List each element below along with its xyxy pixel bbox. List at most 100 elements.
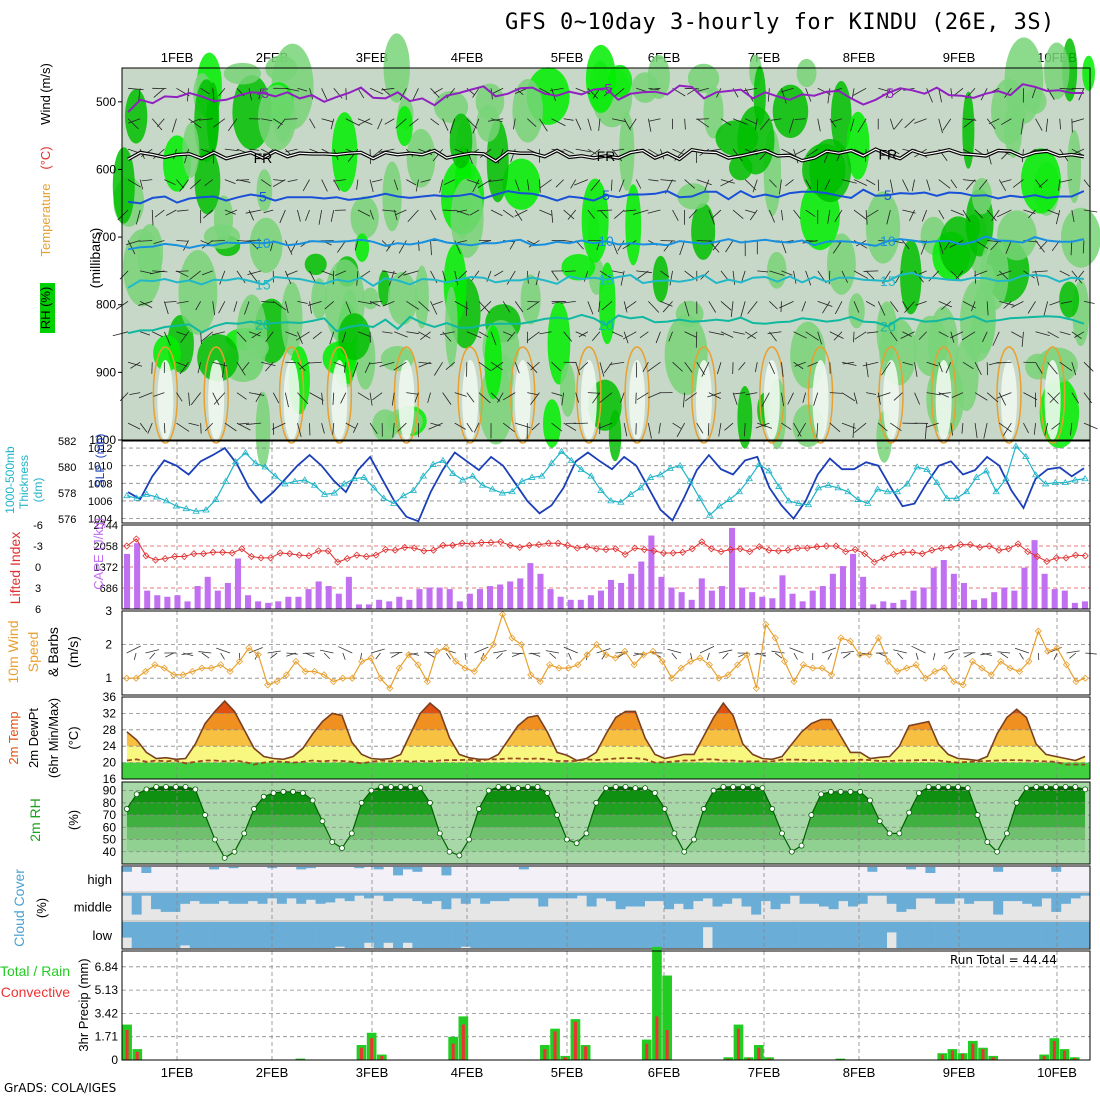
thickness-marker xyxy=(933,478,941,486)
rh-marker xyxy=(603,785,609,792)
wind-barb xyxy=(684,118,686,130)
lifted-index-marker xyxy=(372,551,380,559)
wind-barb xyxy=(1085,652,1097,655)
wind-barb xyxy=(471,270,480,281)
rh-marker xyxy=(358,799,365,806)
wind-barb xyxy=(890,148,900,155)
wind-barb xyxy=(998,270,1009,280)
wind-barb xyxy=(514,209,528,217)
wind-speed-marker xyxy=(856,651,864,659)
wind-speed-marker xyxy=(132,674,140,682)
slp-label: SLP xyxy=(93,465,107,488)
wind-barb xyxy=(414,392,419,403)
wind-barb xyxy=(560,300,576,304)
wind-barb xyxy=(338,646,353,654)
wind-barb xyxy=(177,209,189,212)
wind-tick-label: 3 xyxy=(105,604,112,618)
wind-barb xyxy=(551,422,563,432)
wind-barb xyxy=(398,240,407,254)
rh-region xyxy=(1060,207,1100,268)
cloud-bar-middle xyxy=(567,893,578,899)
wind-barb xyxy=(720,331,734,338)
cloud-bar-low xyxy=(1070,922,1081,948)
cloud-bar-low xyxy=(499,922,510,948)
wind-barb xyxy=(998,179,1007,192)
wind-barb xyxy=(587,88,599,99)
wind-barb xyxy=(265,361,274,372)
cloud-bar-low xyxy=(480,922,491,948)
top-date-label: 5FEB xyxy=(551,50,584,65)
wind-barb xyxy=(926,179,931,191)
cape-bar xyxy=(537,573,544,609)
wind-barb xyxy=(647,423,652,439)
wind-barb xyxy=(817,118,821,132)
wind-barb xyxy=(635,179,642,189)
thickness-tick-label: 582 xyxy=(58,436,76,448)
wind-barb xyxy=(357,88,365,99)
wind-speed-marker xyxy=(292,657,300,665)
cloud-bar-middle xyxy=(325,893,336,903)
wind-barb xyxy=(418,331,431,339)
wind-barb xyxy=(236,392,247,400)
wind-barb xyxy=(620,392,625,403)
wind-barb xyxy=(551,210,554,223)
rh-marker xyxy=(260,793,267,800)
thickness-marker xyxy=(814,484,823,491)
cape-bar xyxy=(315,581,322,609)
rh-marker xyxy=(886,830,893,837)
wind-barb xyxy=(357,209,371,217)
wind-speed-marker xyxy=(452,657,460,665)
wind-barb xyxy=(990,240,1000,251)
cape-label: CAPE xyxy=(91,554,106,590)
wind-barb xyxy=(841,392,856,402)
wind-speed-marker xyxy=(527,671,535,679)
wind-barb xyxy=(333,179,340,191)
temp-tick-label: 36 xyxy=(103,690,117,704)
cloud-bar-low xyxy=(131,922,142,948)
cloud-bar-low xyxy=(906,922,917,948)
cape-bar xyxy=(184,601,191,609)
wind-barb xyxy=(622,240,637,250)
wind-barb xyxy=(768,209,775,223)
cloud-bar-middle xyxy=(218,893,229,902)
cloud-bar-middle xyxy=(305,893,316,900)
wind-barb xyxy=(587,148,597,155)
cloud-bar-high xyxy=(228,867,239,869)
lifted-index-marker xyxy=(238,545,246,553)
lifted-index-marker xyxy=(362,552,370,561)
wind-barb xyxy=(575,118,582,131)
wind-barb xyxy=(780,87,794,93)
precip-convective-bar xyxy=(553,1031,557,1060)
wind-barb xyxy=(647,209,661,214)
cape-bar xyxy=(839,566,846,609)
thickness-marker xyxy=(982,467,990,474)
wind-barb xyxy=(1049,392,1061,403)
wind-barb xyxy=(781,422,792,430)
wind-barb xyxy=(200,331,214,343)
cloud-bar-middle xyxy=(654,893,665,902)
wind-barb xyxy=(794,361,806,367)
wind-barb xyxy=(260,179,272,187)
wind-barb xyxy=(551,118,566,127)
wind-barb xyxy=(939,392,951,395)
wind-speed-marker xyxy=(780,657,789,665)
wind-barb xyxy=(321,392,324,405)
cloud-bar-low xyxy=(354,922,365,948)
wind-barb xyxy=(490,209,503,217)
wind-barb xyxy=(357,392,370,401)
wind-barb xyxy=(528,240,540,248)
wind-barb xyxy=(601,301,613,311)
wind-10m-label: 10m Wind xyxy=(5,620,21,683)
cloud-bar-middle xyxy=(741,893,752,907)
wind-speed-marker xyxy=(508,634,516,642)
wind-barb xyxy=(514,301,524,313)
wind-barb xyxy=(377,118,383,130)
thickness-marker xyxy=(133,494,141,501)
cloud-bar-middle xyxy=(615,893,626,910)
wind-barb xyxy=(865,179,876,186)
wind-barb xyxy=(696,179,712,186)
cloud-bar-low xyxy=(567,922,578,948)
wind-barb xyxy=(1071,331,1082,340)
wind-barb xyxy=(224,209,236,215)
